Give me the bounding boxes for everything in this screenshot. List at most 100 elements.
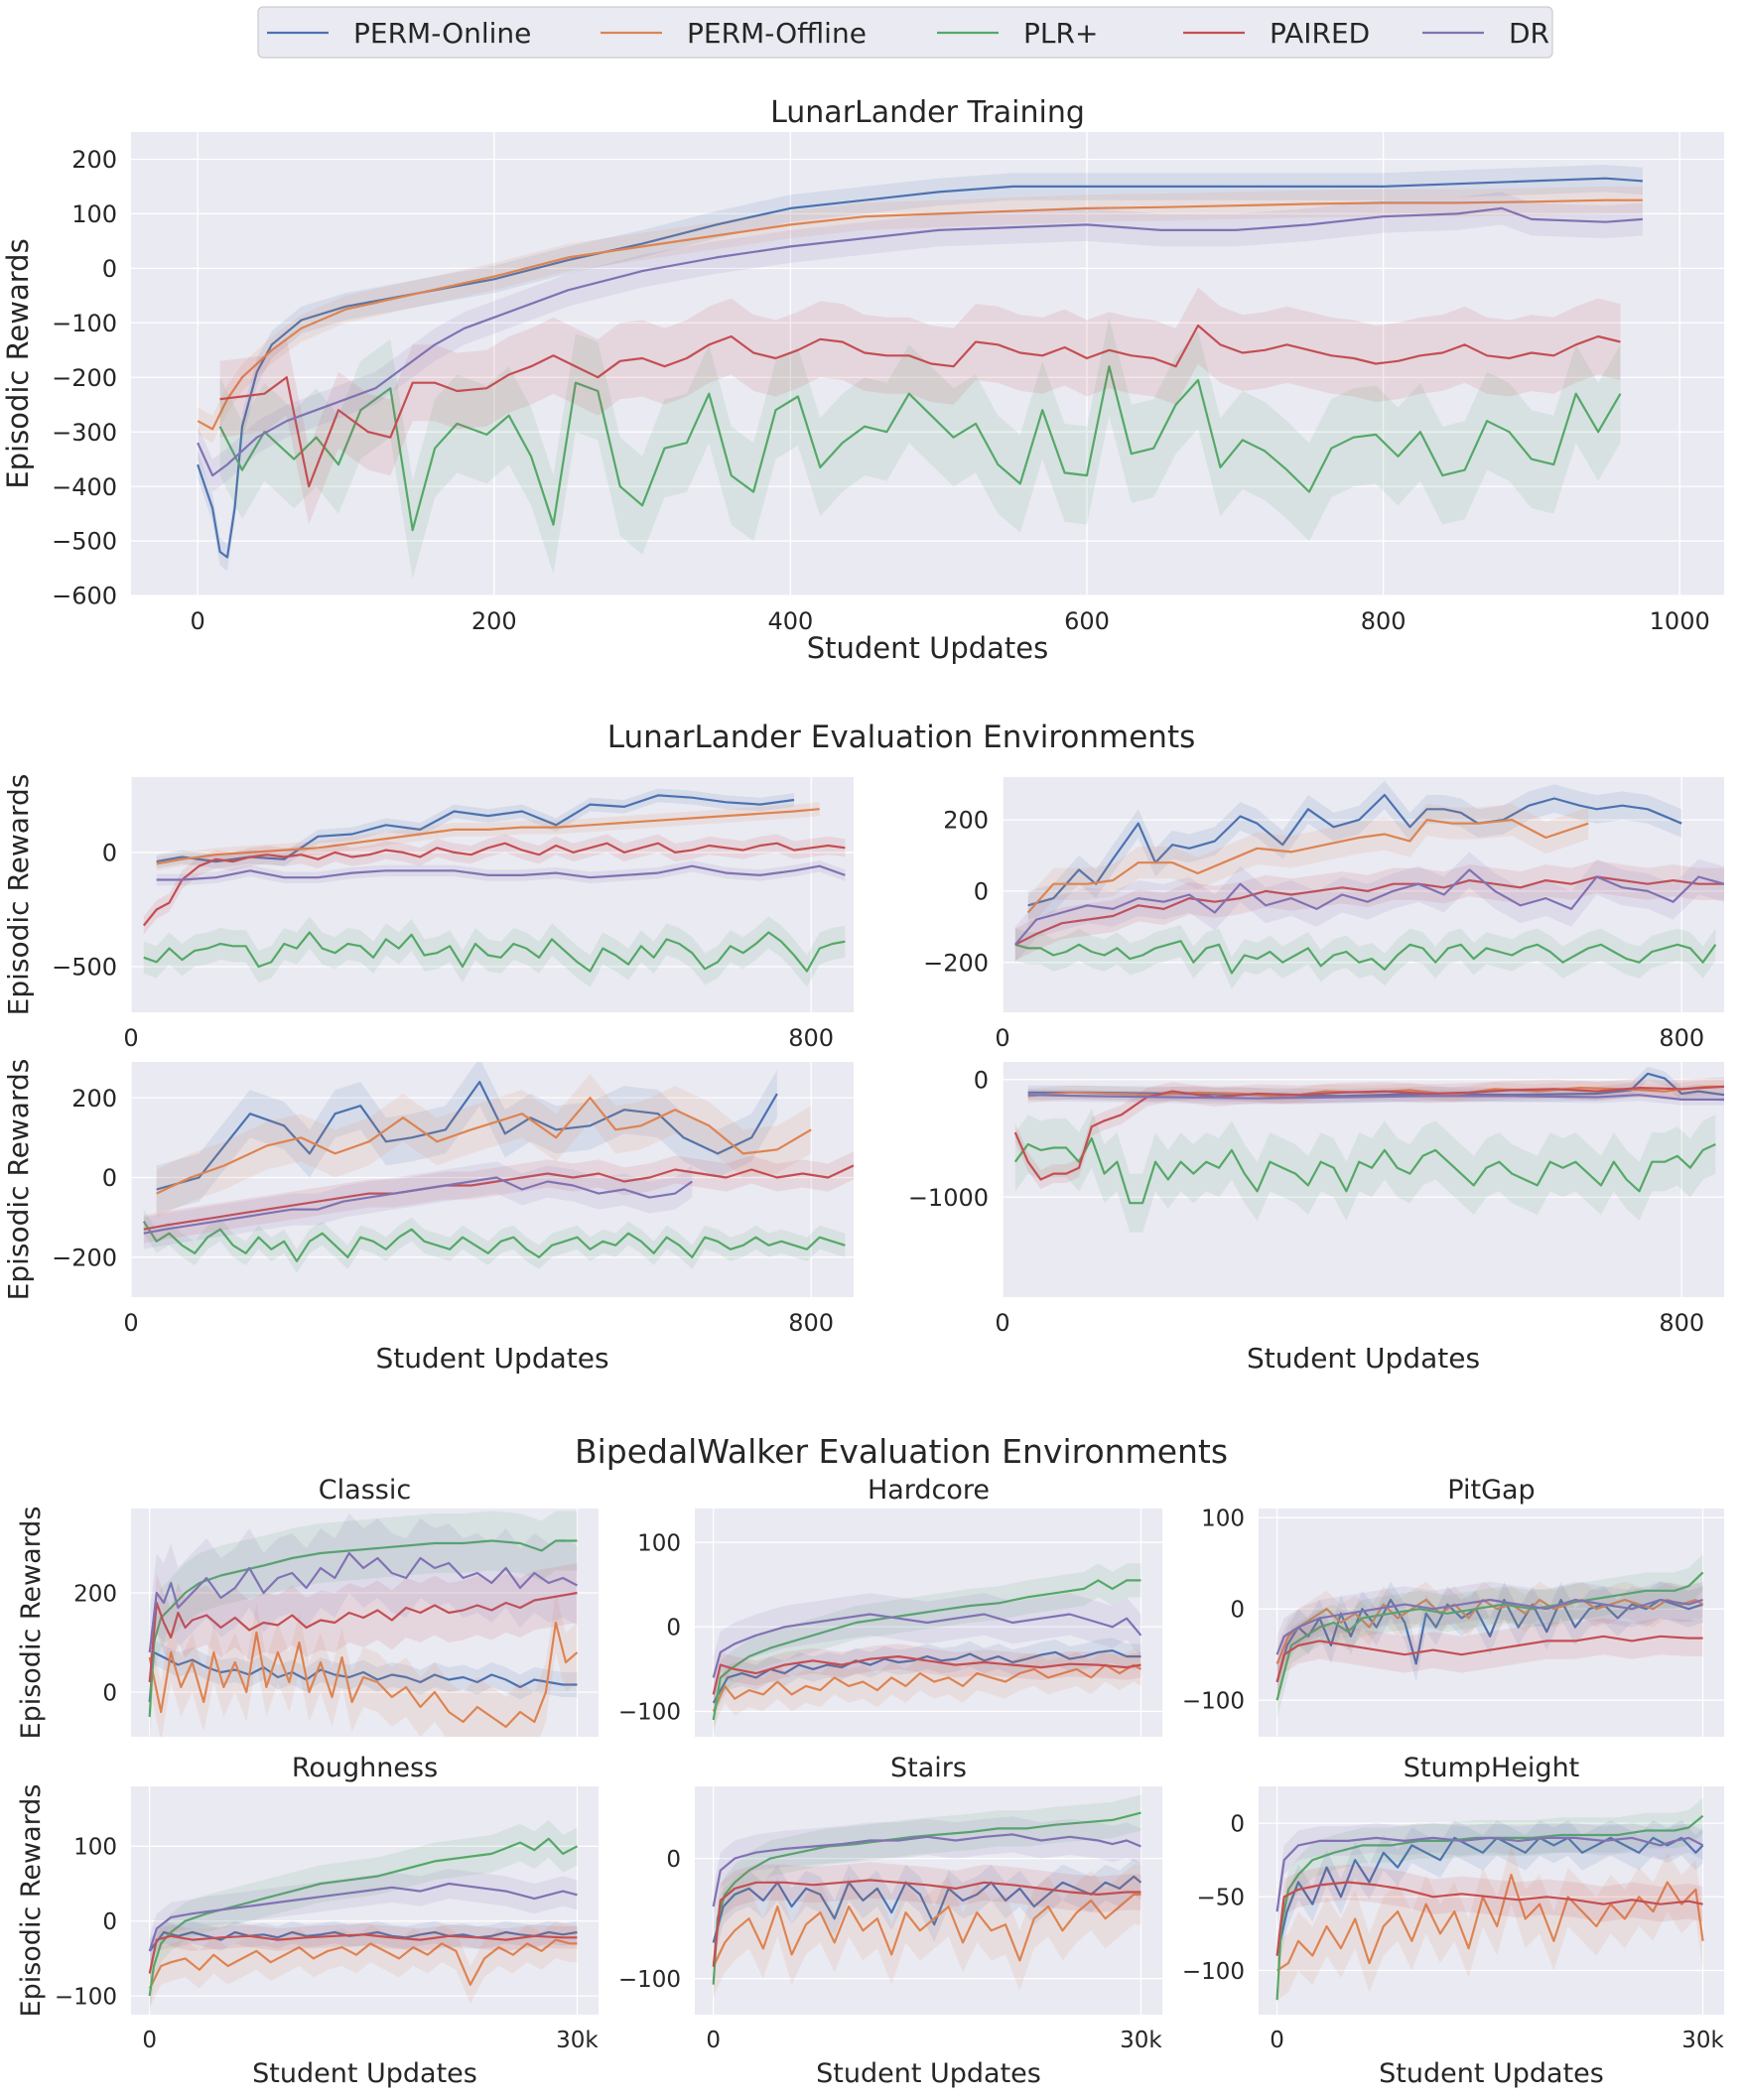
series-group [148,1510,579,1737]
x-tick-label: 0 [995,1024,1009,1052]
band-dr [149,1869,578,1966]
y-tick-label: −200 [923,949,989,977]
chart-title: PitGap [1447,1475,1535,1506]
series-line-plr [712,1811,1141,1985]
series-line-paired [1013,1085,1724,1181]
section-title-bipedal-eval: BipedalWalker Evaluation Environments [575,1432,1228,1471]
series-line-perm-offline [156,808,820,865]
band-dr [198,192,1643,492]
series-line-perm-offline [712,1663,1142,1712]
series-line-paired [1275,1881,1703,1956]
band-paired [713,1862,1141,1985]
legend-frame [257,6,1553,59]
chart-bw-classic: 0 200 Classic Episodic Rewards [16,1475,599,1740]
y-tick-label: 0 [102,1909,117,1935]
band-paired [1014,860,1724,961]
band-perm-offline [156,1074,812,1218]
band-perm-online [1027,780,1682,920]
series-line-perm-online [1275,1598,1703,1683]
band-plr [143,916,846,987]
y-axis-label: Episodic Rewards [2,774,35,1016]
plot-area [1259,1509,1724,1737]
x-tick-label: 0 [995,1309,1009,1337]
chart-ll-eval2: 0 800 −200 0 200 [923,777,1724,1052]
x-tick-label: 800 [788,1309,834,1337]
band-paired [149,1923,578,1985]
y-tick-label: 200 [943,807,989,835]
band-plr [1276,1554,1703,1719]
y-tick-label: 0 [102,255,117,283]
band-perm-offline [156,802,820,871]
series-line-paired [712,1654,1141,1695]
series-line-plr [1275,1571,1704,1701]
x-tick-label: 0 [706,2028,721,2053]
series-line-dr [156,864,846,881]
chart-title: Stairs [890,1753,967,1783]
series-line-perm-online [1275,1836,1704,1956]
series-line-paired [148,1933,578,1974]
series-line-perm-online [1027,793,1682,907]
band-plr [143,1209,846,1273]
series-line-perm-offline [1275,1598,1704,1664]
legend-label: DR [1509,17,1549,50]
x-tick-label: 30k [1681,2028,1724,2053]
section-title-lunar-eval: LunarLander Evaluation Environments [607,720,1196,755]
band-paired [713,1643,1141,1708]
y-tick-label: 0 [666,1847,681,1873]
band-dr [1276,1581,1703,1673]
y-tick-label: 100 [637,1530,681,1556]
legend-item-plr: PLR+ [937,17,1098,50]
chart-bw-roughness: 0 30k −100 0 100 Roughness Student Updates Epis… [16,1753,599,2089]
series-line-dr [143,1176,693,1235]
series-line-dr [712,1833,1141,1907]
series-line-perm-online [712,1875,1142,1943]
series-line-perm-offline [148,1621,579,1729]
y-tick-label: −100 [55,1984,117,2010]
band-dr [1276,1823,1703,1926]
band-dr [1014,852,1724,963]
y-axis-label: Episodic Rewards [16,1507,47,1740]
series-group [142,788,846,987]
y-tick-label: −600 [52,583,117,610]
series-line-perm-online [197,177,1643,559]
series-line-paired [219,324,1621,488]
y-tick-label: 0 [102,840,117,867]
legend-item-paired: PAIRED [1183,17,1370,50]
plot-area [131,1509,599,1737]
series-line-perm-online [712,1648,1141,1704]
band-perm-online [1276,1820,1703,1974]
series-line-plr [712,1579,1141,1721]
series-line-plr [142,1221,846,1262]
series-line-perm-online [148,1650,578,1703]
series-group [1013,1066,1724,1233]
y-tick-label: −50 [1196,1886,1245,1911]
band-perm-offline [149,1593,578,1737]
legend: PERM-Online PERM-Offline PLR+ PAIRED DR [257,6,1553,59]
y-tick-label: 100 [71,200,117,228]
y-tick-label: 0 [666,1616,681,1641]
x-tick-label: 0 [123,1309,138,1337]
chart-title: Hardcore [868,1475,990,1506]
band-paired [1276,1864,1703,1974]
legend-label: PLR+ [1023,17,1098,50]
chart-bw-stumpheight: 0 30k −100 −50 0 StumpHeight Student Updates [1182,1753,1725,2089]
y-tick-label: −300 [52,419,117,447]
band-dr [149,1513,578,1692]
series-line-perm-offline [156,1097,812,1195]
y-tick-label: 100 [1201,1506,1245,1531]
x-tick-label: 30k [1120,2028,1162,2053]
x-tick-label: 800 [1659,1024,1704,1052]
y-tick-label: −500 [52,954,117,982]
series-line-paired [712,1879,1141,1967]
x-tick-label: 800 [1659,1309,1704,1337]
legend-label: PERM-Offline [687,17,867,50]
series-line-perm-offline [1026,818,1589,914]
x-axis-label: Student Updates [807,631,1049,665]
band-paired [149,1563,578,1712]
x-tick-label: 600 [1064,607,1110,635]
y-tick-label: −100 [618,1967,681,1993]
legend-label: PERM-Online [353,17,531,50]
x-axis-label: Student Updates [1247,1342,1480,1375]
series-line-dr [1275,1836,1704,1912]
x-tick-label: 1000 [1650,607,1710,635]
